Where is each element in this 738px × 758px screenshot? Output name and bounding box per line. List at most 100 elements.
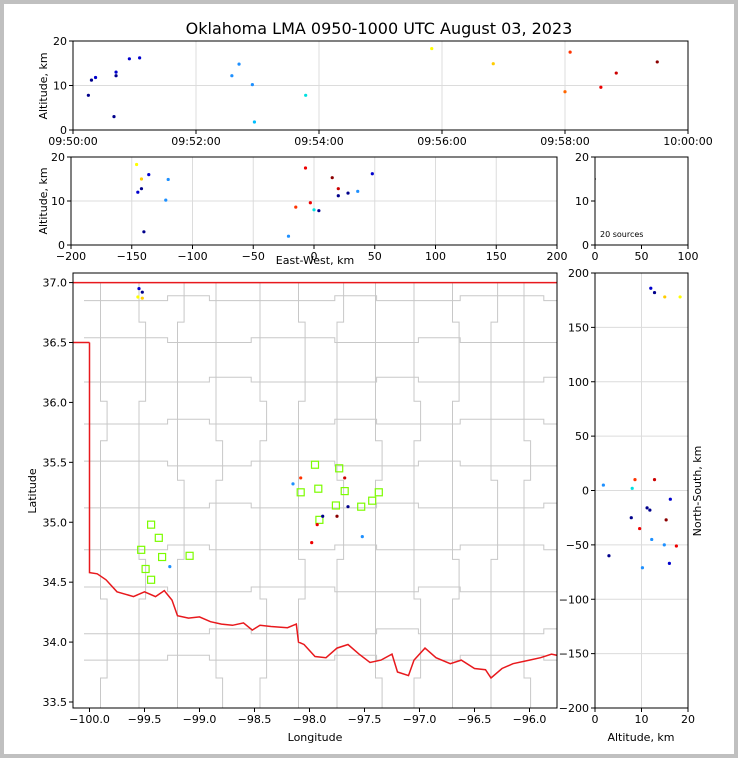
time-altitude-panel: 09:50:00 09:52:00 09:54:00 09:56:00 09:58:00…: [37, 35, 713, 148]
time-alt-point: [93, 75, 98, 80]
plan-view-ticks: −100.0 −99.5 −99.0 −98.5 −98.0 −97.5 −97.0 −96.…: [43, 277, 547, 726]
ew-alt-xtick-label: 100: [425, 250, 446, 263]
alt-ns-point: [663, 295, 667, 299]
ew-alt-point: [336, 194, 340, 198]
alt-ns-point: [652, 478, 657, 482]
ew-alt-point: [166, 177, 170, 182]
time-alt-point: [304, 93, 308, 97]
time-alt-point: [563, 90, 567, 94]
county-boundaries: [84, 282, 557, 708]
alt-ns-ytick-label: −100: [559, 593, 589, 606]
alt-ns-point: [678, 295, 682, 299]
time-alt-ytick-label: 20: [53, 35, 67, 48]
plan-xtick-label: −97.0: [403, 713, 437, 726]
ew-alt-xtick-label: 200: [547, 250, 568, 263]
alt-ns-ytick-label: −50: [566, 539, 589, 552]
plan-xtick-label: −98.0: [293, 713, 327, 726]
ew-alt-xtick-label: 150: [486, 250, 507, 263]
time-altitude-ylabel: Altitude, km: [37, 52, 50, 119]
ew-altitude-ticks: −200 −150 −100 −50 0 50 100 150 200 0 10 20: [51, 151, 568, 263]
plan-source-point: [140, 290, 144, 294]
time-alt-point: [250, 83, 254, 87]
ew-alt-xtick-label: −150: [117, 250, 147, 263]
county-line: [84, 418, 557, 425]
plan-xtick-label: −99.0: [183, 713, 217, 726]
alt-ns-point: [649, 286, 653, 290]
ew-alt-point: [317, 209, 321, 213]
alt-ns-ytick-label: 50: [575, 430, 589, 443]
time-alt-xtick-label: 10:00:00: [663, 135, 712, 148]
station-marker: [331, 501, 340, 510]
alt-ns-point: [668, 497, 672, 501]
hist-ytick-label: 0: [582, 239, 589, 252]
time-alt-point: [138, 56, 142, 60]
source-count-annotation: 20 sources: [600, 230, 643, 239]
plan-source-point: [140, 296, 144, 300]
time-alt-ytick-label: 0: [60, 124, 67, 137]
ew-alt-xtick-label: −50: [242, 250, 265, 263]
station-marker: [315, 515, 324, 524]
source-histogram-panel: 0 50 100 0 10 20 20 sources: [575, 151, 699, 263]
alt-ns-ytick-label: −150: [559, 648, 589, 661]
altitude-ns-ylabel: North-South, km: [691, 446, 704, 537]
county-line: [84, 654, 557, 661]
ew-altitude-xlabel: East-West, km: [276, 254, 354, 267]
ew-alt-point: [308, 201, 312, 205]
alt-ns-ytick-label: −200: [559, 702, 589, 715]
lma-figure: Oklahoma LMA 0950-1000 UTC August 03, 20…: [26, 19, 713, 744]
ew-alt-xtick-label: 50: [368, 250, 382, 263]
plan-ytick-label: 34.5: [43, 576, 68, 589]
plan-ytick-label: 36.0: [43, 396, 68, 409]
station-marker: [340, 486, 349, 496]
altitude-ns-ticks: 0 10 20 −200 −150 −100 −50 0 50 100 150 200: [559, 267, 695, 726]
time-alt-point: [614, 71, 618, 75]
station-marker: [368, 496, 377, 505]
station-marker: [357, 502, 366, 511]
time-alt-point: [655, 60, 659, 64]
alt-ns-xtick-label: 0: [592, 713, 599, 726]
county-line: [100, 282, 108, 708]
ew-alt-xtick-label: −100: [177, 250, 207, 263]
county-line: [84, 376, 557, 383]
station-marker: [137, 545, 146, 554]
station-marker: [154, 533, 163, 542]
county-line: [452, 282, 460, 708]
alt-ns-point: [674, 544, 678, 548]
county-line: [84, 544, 557, 551]
time-alt-point: [491, 62, 495, 66]
alt-ns-ytick-label: 150: [568, 321, 589, 334]
ew-altitude-panel: −200 −150 −100 −50 0 50 100 150 200 0 10 20 East-We…: [37, 151, 568, 267]
alt-ns-xtick-label: 20: [681, 713, 695, 726]
county-line: [138, 282, 147, 708]
lma-stations: [137, 460, 383, 584]
plan-source-point: [137, 286, 141, 291]
ew-alt-point: [164, 198, 168, 202]
county-line: [375, 282, 383, 708]
alt-ns-point: [629, 516, 633, 520]
county-line: [84, 586, 557, 593]
time-altitude-points: [86, 46, 659, 124]
plan-view-frame: [72, 272, 558, 709]
alt-ns-point: [645, 506, 649, 510]
plan-ytick-label: 35.0: [43, 516, 68, 529]
county-line: [84, 295, 557, 302]
time-alt-point: [114, 74, 118, 78]
altitude-ns-points: [601, 286, 682, 570]
county-line: [336, 282, 345, 708]
ew-altitude-ylabel: Altitude, km: [37, 167, 50, 234]
ew-alt-point: [312, 208, 316, 212]
county-line: [177, 282, 185, 708]
plan-xtick-label: −96.0: [513, 713, 547, 726]
alt-ns-ytick-label: 200: [568, 267, 589, 280]
station-marker: [141, 564, 150, 574]
ew-alt-point: [135, 162, 139, 167]
plan-xtick-label: −96.5: [458, 713, 492, 726]
county-line: [84, 502, 557, 509]
ew-alt-point: [142, 230, 146, 234]
county-line: [84, 460, 557, 467]
plan-source-point: [168, 564, 172, 569]
time-alt-point: [114, 70, 118, 74]
plan-view-xlabel: Longitude: [288, 731, 343, 744]
ew-alt-point: [356, 189, 360, 193]
ew-altitude-points: [135, 162, 374, 238]
